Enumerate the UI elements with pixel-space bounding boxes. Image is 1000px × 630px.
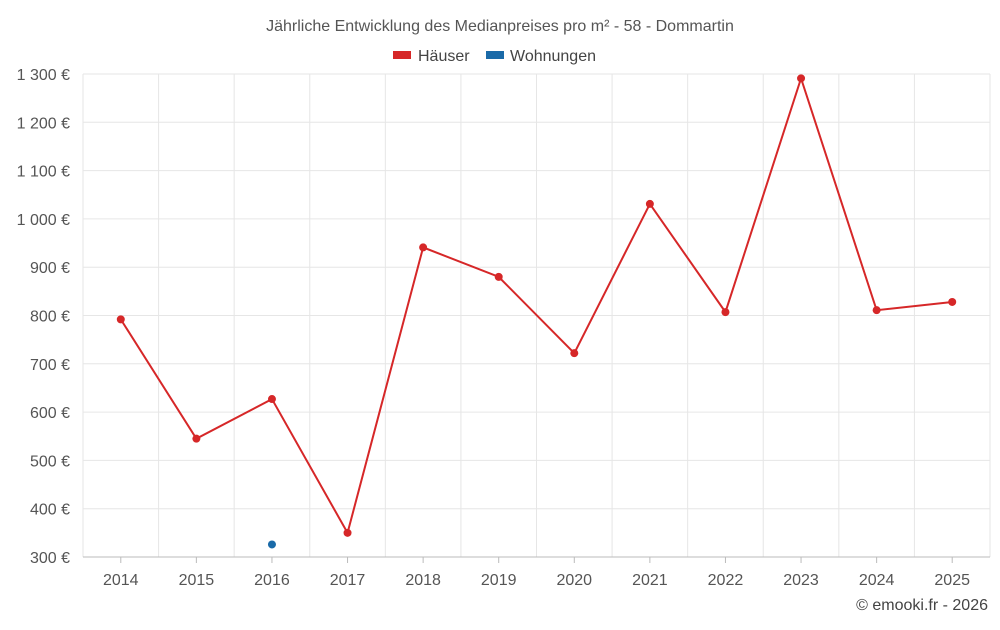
y-tick-label: 1 200 € — [17, 115, 70, 132]
x-tick-label: 2019 — [481, 572, 517, 589]
legend-item-haeuser: Häuser — [393, 48, 470, 65]
series-wohnungen — [267, 540, 276, 549]
x-tick-label: 2020 — [556, 572, 592, 589]
data-point — [948, 297, 957, 306]
data-point — [645, 199, 654, 208]
y-tick-label: 300 € — [30, 550, 70, 567]
x-tick-label: 2021 — [632, 572, 668, 589]
data-point — [872, 306, 881, 315]
y-axis: 300 € 400 € 500 € 600 € 700 € 800 € 900 € 1 000… — [17, 67, 70, 567]
legend-label: Wohnungen — [510, 48, 596, 65]
x-tick-label: 2016 — [254, 572, 290, 589]
credit-text: © emooki.fr - 2026 — [856, 597, 988, 614]
legend: Häuser Wohnungen — [393, 48, 596, 65]
x-tick-label: 2014 — [103, 572, 139, 589]
data-point — [797, 74, 806, 83]
data-point — [343, 528, 352, 537]
y-tick-label: 400 € — [30, 502, 70, 519]
series-line — [119, 75, 953, 536]
legend-item-wohnungen: Wohnungen — [486, 48, 596, 65]
y-tick-label: 800 € — [30, 309, 70, 326]
data-point — [267, 395, 276, 404]
x-axis: 2014 2015 2016 2017 2018 2019 2020 2021 2022 2023… — [83, 556, 990, 589]
x-tick-label: 2024 — [859, 572, 895, 589]
x-tick-label: 2017 — [330, 572, 366, 589]
y-tick-label: 600 € — [30, 405, 70, 422]
legend-swatch — [393, 51, 411, 59]
x-tick-label: 2025 — [934, 572, 970, 589]
y-tick-label: 700 € — [30, 357, 70, 374]
data-point — [494, 272, 503, 281]
legend-label: Häuser — [418, 48, 470, 65]
series-layer — [116, 74, 957, 549]
chart-title: Jährliche Entwicklung des Medianpreises … — [266, 18, 734, 35]
data-point — [419, 243, 428, 252]
grid — [82, 73, 991, 557]
y-tick-label: 1 000 € — [17, 212, 70, 229]
x-tick-label: 2023 — [783, 572, 819, 589]
data-point — [570, 349, 579, 358]
y-tick-label: 1 100 € — [17, 164, 70, 181]
data-point — [192, 434, 201, 443]
x-tick-label: 2015 — [179, 572, 215, 589]
series-haeuser — [116, 74, 957, 537]
y-tick-label: 1 300 € — [17, 67, 70, 84]
x-tick-label: 2018 — [405, 572, 441, 589]
data-point — [267, 540, 276, 549]
legend-swatch — [486, 51, 504, 59]
x-tick-label: 2022 — [708, 572, 744, 589]
data-point — [116, 315, 125, 324]
y-tick-label: 500 € — [30, 453, 70, 470]
y-tick-label: 900 € — [30, 260, 70, 277]
data-point — [721, 308, 730, 317]
